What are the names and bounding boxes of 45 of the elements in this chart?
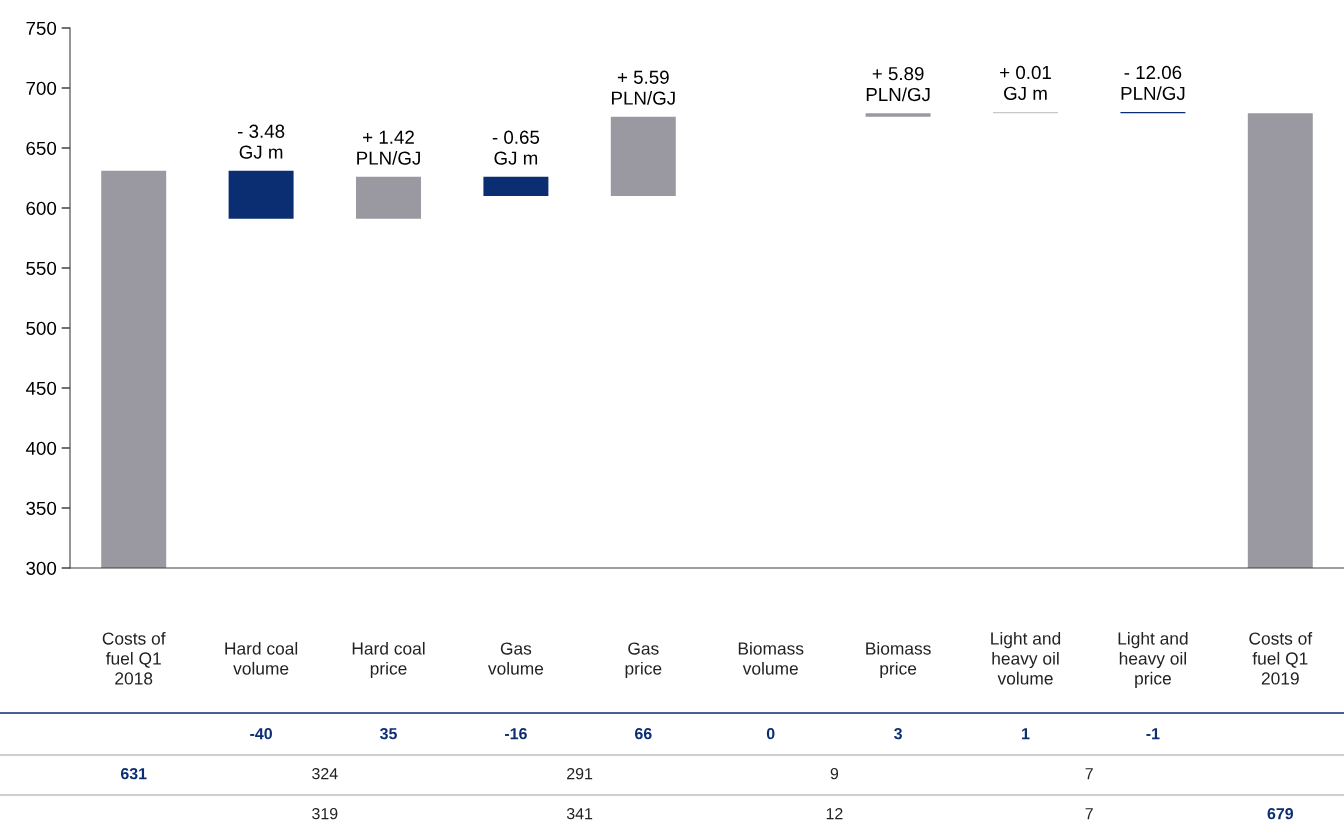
x-tick-label: Hard coal price xyxy=(352,641,425,679)
y-tick-label: 600 xyxy=(26,201,57,215)
annotation: - 0.65 GJ m xyxy=(492,130,540,165)
text: 679 xyxy=(1267,807,1294,820)
x-tick-label: Biomass price xyxy=(866,641,931,679)
y-tick-label: 400 xyxy=(25,441,57,455)
x-tick-label: Gas price xyxy=(625,642,662,679)
text: -40 xyxy=(250,727,272,740)
text: 66 xyxy=(635,727,652,740)
text: 35 xyxy=(379,727,397,740)
y-tick-label: 700 xyxy=(26,81,57,95)
annotation: + 1.42 PLN/GJ xyxy=(357,130,420,165)
y-tick-label: 300 xyxy=(26,561,57,575)
annotation: - 12.06 PLN/GJ xyxy=(1121,65,1185,100)
annotation: - 3.48 GJ m xyxy=(237,124,285,159)
text: -1 xyxy=(1146,728,1160,740)
y-tick-label: 350 xyxy=(26,501,57,515)
y-tick-label: 550 xyxy=(26,261,57,275)
x-tick-label: Costs of fuel Q1 2019 xyxy=(1249,631,1313,685)
text: 324 xyxy=(312,767,338,780)
text: 7 xyxy=(1085,808,1093,820)
y-tick-label: 750 xyxy=(26,21,57,35)
x-tick-label: Biomass volume xyxy=(738,641,804,675)
text: 0 xyxy=(766,727,775,740)
x-tick-label: Gas volume xyxy=(487,642,544,675)
annotation: + 5.59 PLN/GJ xyxy=(612,70,675,105)
text: 3 xyxy=(894,727,902,740)
text: 9 xyxy=(830,767,839,780)
annotation: + 5.89 PLN/GJ xyxy=(866,67,930,102)
text: 631 xyxy=(120,767,147,780)
text: 12 xyxy=(826,807,843,820)
x-tick-label: Light and heavy oil price xyxy=(1118,631,1188,689)
text: -16 xyxy=(504,727,527,740)
text: 341 xyxy=(566,807,593,820)
x-tick-label: Light and heavy oil volume xyxy=(991,631,1061,685)
y-tick-label: 450 xyxy=(25,381,57,395)
text: 1 xyxy=(1022,728,1030,740)
y-tick-label: 500 xyxy=(26,321,57,335)
text: 319 xyxy=(312,807,338,820)
y-tick-label: 650 xyxy=(26,141,57,155)
x-tick-label: Costs of fuel Q1 2018 xyxy=(102,631,166,685)
text: 291 xyxy=(567,767,593,780)
x-tick-label: Hard coal volume xyxy=(225,641,298,675)
text: 7 xyxy=(1085,768,1093,780)
annotation: + 0.01 GJ m xyxy=(1000,65,1051,100)
